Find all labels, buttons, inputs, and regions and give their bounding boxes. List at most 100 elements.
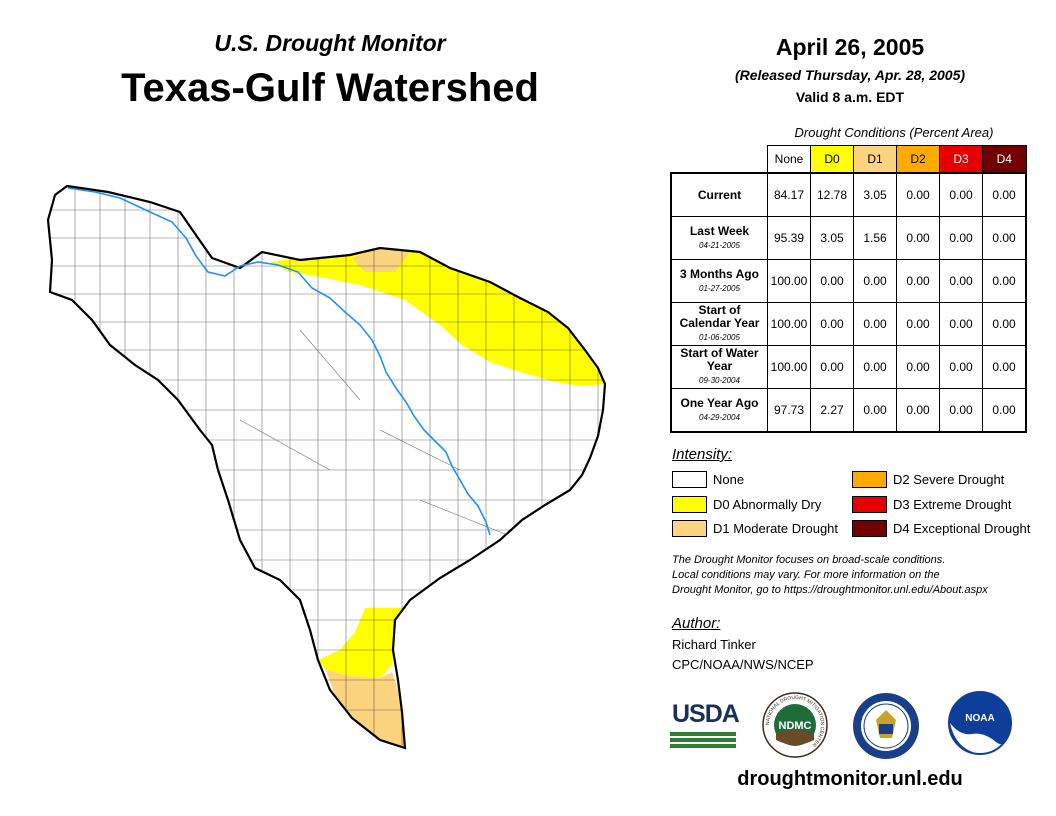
table-cell: 0.00	[896, 259, 940, 303]
table-cell: 84.17	[767, 172, 811, 217]
table-cell: 0.00	[896, 216, 940, 260]
table-cell: 0.00	[896, 388, 940, 433]
table-cell: 2.27	[810, 388, 854, 433]
row-label: 3 Months Ago 01-27-2005	[670, 259, 768, 303]
col-header-d0: D0	[810, 145, 854, 174]
note-line-2: Local conditions may vary. For more info…	[672, 569, 940, 581]
table-cell: 0.00	[939, 216, 983, 260]
col-header-d3: D3	[939, 145, 983, 174]
legend-label: None	[713, 472, 745, 487]
note-line-3: Drought Monitor, go to https://droughtmo…	[672, 584, 988, 596]
legend-item: D4 Exceptional Drought	[852, 520, 1030, 537]
author-org: CPC/NOAA/NWS/NCEP	[672, 657, 814, 672]
row-label: Current	[670, 172, 768, 217]
row-label-text: Last Week	[689, 223, 750, 238]
legend-label: D3 Extreme Drought	[893, 497, 1012, 512]
row-label-text: Start of Water Year	[680, 346, 759, 373]
row-label: Last Week 04-21-2005	[670, 216, 768, 260]
table-corner	[671, 146, 768, 174]
legend-item: D1 Moderate Drought	[672, 520, 838, 537]
author-heading: Author:	[672, 615, 721, 632]
table-row: Current 84.17 12.78 3.05 0.00 0.00 0.00	[670, 172, 1027, 217]
legend-label: D4 Exceptional Drought	[893, 521, 1031, 536]
col-header-d1: D1	[853, 145, 897, 174]
intensity-heading: Intensity:	[672, 446, 733, 463]
table-cell: 0.00	[853, 302, 897, 346]
author-name: Richard Tinker	[672, 637, 756, 652]
table-row: 3 Months Ago 01-27-2005 100.00 0.00 0.00 0.00…	[670, 259, 1027, 303]
valid-time: Valid 8 a.m. EDT	[795, 89, 905, 105]
table-cell: 0.00	[982, 345, 1027, 389]
table-caption: Drought Conditions (Percent Area)	[794, 125, 994, 140]
table-cell: 0.00	[810, 259, 854, 303]
watershed-boundary	[46, 184, 607, 750]
release-date: (Released Thursday, Apr. 28, 2005)	[734, 67, 966, 83]
table-cell: 1.56	[853, 216, 897, 260]
ndmc-logo: NATIONAL DROUGHT MITIGATION CENTER NDMC	[762, 692, 828, 758]
noaa-logo: NOAA	[948, 691, 1012, 755]
table-cell: 0.00	[896, 345, 940, 389]
row-date: 04-21-2005	[699, 240, 740, 250]
row-label-text: 3 Months Ago	[680, 266, 759, 281]
table-cell: 100.00	[767, 302, 811, 346]
legend-item: D0 Abnormally Dry	[672, 496, 821, 513]
row-label-text: One Year Ago	[680, 395, 759, 410]
row-date: 01-06-2005	[699, 333, 740, 342]
table-cell: 100.00	[767, 259, 811, 303]
table-cell: 0.00	[982, 172, 1027, 217]
usda-green-band	[670, 732, 736, 748]
col-header-none: None	[767, 145, 811, 174]
table-cell: 95.39	[767, 216, 811, 260]
map-subtitle: U.S. Drought Monitor	[214, 30, 446, 56]
note-line-1: The Drought Monitor focuses on broad-sca…	[672, 554, 946, 566]
legend-item: D2 Severe Drought	[852, 471, 1004, 488]
row-date: 04-29-2004	[699, 412, 740, 422]
legend-swatch	[852, 520, 887, 537]
legend-item: D3 Extreme Drought	[852, 496, 1012, 513]
table-cell: 0.00	[982, 259, 1027, 303]
col-header-d4: D4	[982, 145, 1027, 174]
table-row: Last Week 04-21-2005 95.39 3.05 1.56 0.00 0.00…	[670, 216, 1027, 260]
disclaimer-note: The Drought Monitor focuses on broad-sca…	[672, 553, 1042, 598]
usda-logo-text: USDA	[672, 700, 740, 728]
legend-label: D0 Abnormally Dry	[713, 497, 822, 512]
table-cell: 0.00	[939, 302, 983, 346]
map-title: Texas-Gulf Watershed	[121, 66, 539, 110]
table-cell: 0.00	[896, 302, 940, 346]
table-cell: 0.00	[810, 345, 854, 389]
legend-swatch	[852, 471, 887, 488]
row-date: 09-30-2004	[699, 376, 740, 385]
river	[67, 187, 491, 536]
d0-area-northeast	[270, 248, 605, 386]
table-cell: 0.00	[939, 172, 983, 217]
noaa-logo-text: NOAA	[965, 713, 994, 724]
watershed-map	[46, 184, 607, 750]
website-link[interactable]: droughtmonitor.unl.edu	[737, 768, 963, 790]
legend-label: D2 Severe Drought	[893, 472, 1005, 487]
legend-item: None	[672, 471, 744, 488]
row-label: Start of Calendar Year 01-06-2005	[670, 302, 768, 346]
row-label: Start of Water Year 09-30-2004	[670, 345, 768, 389]
table-cell: 0.00	[982, 302, 1027, 346]
table-cell: 0.00	[853, 259, 897, 303]
table-cell: 0.00	[939, 259, 983, 303]
ndmc-logo-text: NDMC	[779, 720, 812, 732]
d1-area-south	[326, 670, 405, 748]
legend-swatch	[852, 496, 887, 513]
table-cell: 0.00	[982, 216, 1027, 260]
table-cell: 0.00	[810, 302, 854, 346]
col-header-d2: D2	[896, 145, 940, 174]
table-cell: 3.05	[853, 172, 897, 217]
table-row: One Year Ago 04-29-2004 97.73 2.27 0.00 0.00 0…	[670, 388, 1027, 433]
legend-swatch	[672, 520, 707, 537]
table-cell: 3.05	[810, 216, 854, 260]
row-label-text: Current	[697, 187, 742, 202]
d0-area-south	[318, 608, 402, 678]
table-cell: 0.00	[853, 345, 897, 389]
legend-swatch	[672, 496, 707, 513]
table-cell: 12.78	[810, 172, 854, 217]
row-label-text: Start of Calendar Year	[679, 303, 760, 330]
legend-swatch	[672, 471, 707, 488]
table-cell: 97.73	[767, 388, 811, 433]
table-cell: 0.00	[896, 172, 940, 217]
